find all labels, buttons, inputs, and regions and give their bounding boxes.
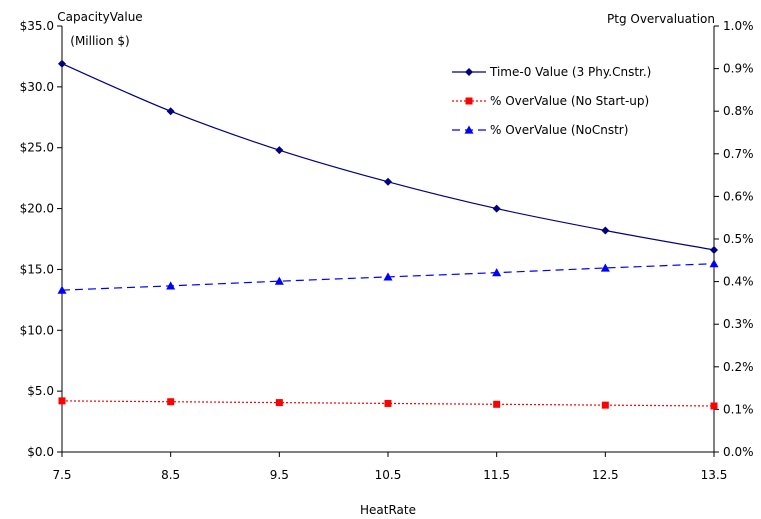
axes bbox=[57, 25, 719, 457]
legend-item: Time-0 Value (3 Phy.Cnstr.) bbox=[452, 65, 651, 79]
series-point bbox=[58, 59, 66, 68]
legend: Time-0 Value (3 Phy.Cnstr.) % OverValue (… bbox=[452, 65, 651, 137]
right-y-tick-label: 1.0% bbox=[723, 19, 754, 33]
left-axis-title-line-2: (Million $) bbox=[70, 34, 129, 48]
series-point bbox=[493, 400, 501, 408]
left-y-tick-label: $35.0 bbox=[20, 19, 54, 33]
right-y-tick-label: 0.3% bbox=[723, 317, 754, 331]
left-y-tick-label: $10.0 bbox=[20, 323, 54, 337]
right-y-tick-label: 0.2% bbox=[723, 360, 754, 374]
series-point bbox=[58, 397, 66, 405]
right-y-tick-label: 0.0% bbox=[723, 445, 754, 459]
series-point bbox=[464, 125, 474, 134]
series-point bbox=[600, 263, 610, 272]
series-point bbox=[166, 107, 175, 116]
left-y-tick-label: $20.0 bbox=[20, 202, 54, 216]
series-point bbox=[275, 399, 283, 407]
series-point bbox=[57, 285, 67, 294]
legend-label: Time-0 Value (3 Phy.Cnstr.) bbox=[489, 65, 651, 79]
series-point bbox=[710, 245, 718, 254]
left-y-tick-label: $30.0 bbox=[20, 80, 54, 94]
series-point bbox=[166, 281, 176, 290]
x-tick-label: 8.5 bbox=[161, 468, 180, 482]
series bbox=[58, 59, 718, 254]
series-point bbox=[383, 272, 393, 281]
series-point bbox=[709, 259, 719, 268]
series-point bbox=[384, 399, 392, 407]
left-y-tick-label: $15.0 bbox=[20, 262, 54, 276]
series-point bbox=[384, 177, 392, 186]
series-point bbox=[465, 97, 473, 105]
x-axis-title: HeatRate bbox=[360, 503, 416, 517]
x-tick-label: 12.5 bbox=[592, 468, 619, 482]
right-y-tick-label: 0.8% bbox=[723, 104, 754, 118]
series-point bbox=[465, 68, 473, 76]
legend-label: % OverValue (No Start-up) bbox=[490, 94, 649, 108]
series-point bbox=[492, 268, 502, 277]
x-tick-label: 13.5 bbox=[701, 468, 728, 482]
legend-item: % OverValue (NoCnstr) bbox=[452, 123, 628, 137]
x-tick-label: 7.5 bbox=[52, 468, 71, 482]
series-point bbox=[275, 146, 284, 155]
right-y-tick-label: 0.1% bbox=[723, 402, 754, 416]
right-y-tick-label: 0.6% bbox=[723, 189, 754, 203]
x-tick-label: 11.5 bbox=[483, 468, 510, 482]
tick-labels: $0.0 $5.0 $10.0 $15.0 $20.0 $25.0 $30.0 $35.0 0.… bbox=[20, 19, 754, 482]
series-line bbox=[61, 63, 715, 251]
series-layer bbox=[57, 59, 719, 410]
axis-titles: CapacityValue (Million $) Ptg Overvaluat… bbox=[57, 10, 715, 517]
left-y-tick-label: $0.0 bbox=[27, 445, 54, 459]
right-y-tick-label: 0.7% bbox=[723, 147, 754, 161]
x-tick-label: 9.5 bbox=[270, 468, 289, 482]
legend-label: % OverValue (NoCnstr) bbox=[490, 123, 628, 137]
right-y-tick-label: 0.9% bbox=[723, 62, 754, 76]
series-point bbox=[601, 401, 609, 409]
legend-item: % OverValue (No Start-up) bbox=[452, 94, 649, 108]
series bbox=[58, 397, 718, 410]
series bbox=[57, 259, 719, 294]
series-point bbox=[601, 226, 610, 235]
right-y-tick-label: 0.4% bbox=[723, 275, 754, 289]
left-y-tick-label: $25.0 bbox=[20, 141, 54, 155]
series-point bbox=[274, 276, 284, 285]
left-y-tick-label: $5.0 bbox=[27, 384, 54, 398]
right-axis-title: Ptg Overvaluation bbox=[607, 12, 715, 26]
right-y-tick-label: 0.5% bbox=[723, 232, 754, 246]
series-point bbox=[167, 398, 175, 406]
left-axis-title-line-1: CapacityValue bbox=[57, 10, 142, 24]
series-point bbox=[492, 204, 501, 213]
series-point bbox=[710, 402, 718, 410]
x-tick-label: 10.5 bbox=[375, 468, 402, 482]
